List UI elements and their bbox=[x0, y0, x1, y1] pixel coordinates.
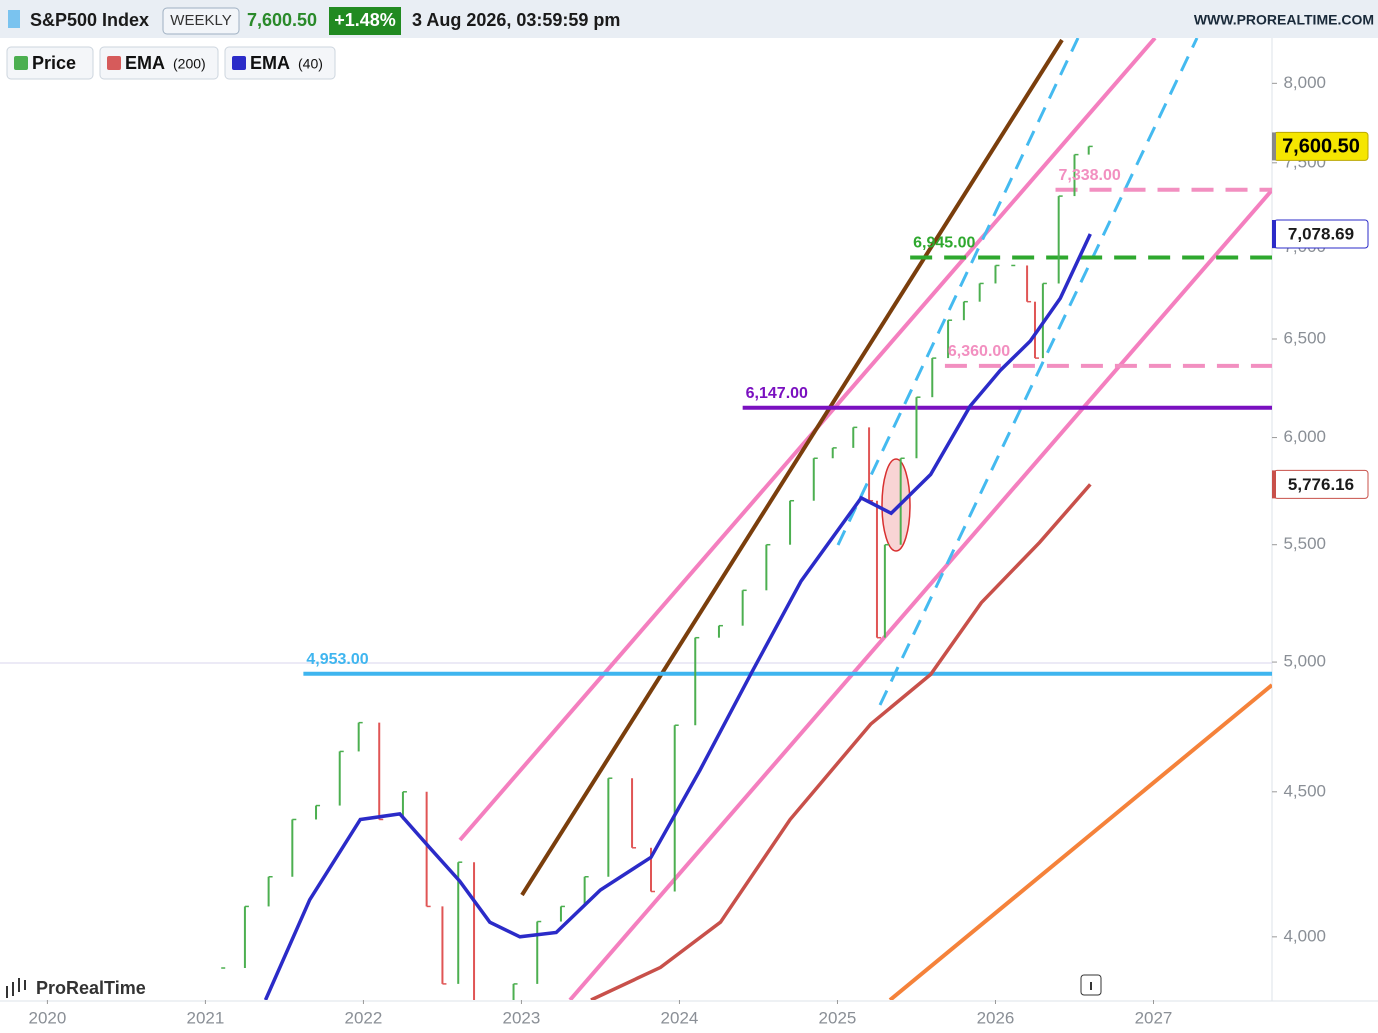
logo-icon bbox=[24, 980, 26, 990]
y-tick-label: 6,500 bbox=[1283, 328, 1326, 347]
price-tag-edge bbox=[1272, 470, 1276, 499]
site[interactable]: WWW.PROREALTIME.COM bbox=[1194, 12, 1374, 28]
y-tick-label: 4,500 bbox=[1283, 781, 1326, 800]
y-tick-label: 5,000 bbox=[1283, 652, 1326, 671]
ema-line bbox=[590, 483, 1092, 1000]
y-tick-label: 6,000 bbox=[1283, 427, 1326, 446]
x-tick-label: 2025 bbox=[819, 1008, 857, 1027]
price-tag-label: 7,078.69 bbox=[1288, 224, 1354, 243]
legend-swatch bbox=[14, 56, 28, 70]
info-icon bbox=[1090, 982, 1092, 990]
logo-icon bbox=[18, 978, 20, 992]
y-tick-label: 5,500 bbox=[1283, 534, 1326, 553]
plot-area bbox=[221, 145, 1272, 1000]
logo-icon bbox=[6, 986, 8, 998]
last-price: 7,600.50 bbox=[247, 10, 317, 30]
legend-swatch bbox=[232, 56, 246, 70]
legend-box[interactable] bbox=[99, 46, 219, 80]
x-tick-label: 2023 bbox=[503, 1008, 541, 1027]
y-tick-label: 8,000 bbox=[1283, 73, 1326, 92]
level-label: 7,338.00 bbox=[1059, 167, 1121, 184]
level-label: 4,953.00 bbox=[306, 651, 368, 668]
legend-box[interactable] bbox=[6, 46, 94, 80]
x-tick-label: 2021 bbox=[187, 1008, 225, 1027]
instrument: S&P500 Index bbox=[30, 10, 149, 30]
header: S&P500 Index WEEKLY 7,600.50 +1.48% 3 Au… bbox=[8, 7, 1374, 35]
legend-label[interactable]: Price bbox=[32, 53, 76, 73]
price-tag-label: 7,600.50 bbox=[1282, 136, 1360, 158]
timeframe-box[interactable] bbox=[162, 7, 240, 35]
change: +1.48% bbox=[334, 10, 396, 30]
legend-param[interactable]: (40) bbox=[298, 56, 323, 72]
level-label: 6,147.00 bbox=[746, 385, 808, 402]
timeframe[interactable]: WEEKLY bbox=[170, 12, 231, 29]
price-tag-edge bbox=[1272, 132, 1276, 161]
ema-line bbox=[263, 233, 1092, 1000]
x-tick-label: 2024 bbox=[661, 1008, 699, 1027]
trend-line bbox=[568, 188, 1272, 1000]
x-tick-label: 2026 bbox=[977, 1008, 1015, 1027]
trend-line bbox=[520, 38, 1064, 897]
legend: Price EMA (200) EMA (40) bbox=[6, 46, 336, 80]
logo: ProRealTime bbox=[6, 978, 146, 998]
highlight-ellipse bbox=[881, 458, 911, 552]
level-label: 6,945.00 bbox=[913, 235, 975, 252]
legend-label[interactable]: EMA bbox=[250, 53, 290, 73]
icon bbox=[8, 10, 20, 28]
trend-line bbox=[878, 38, 1199, 706]
trend-line bbox=[836, 38, 1080, 546]
trend-line bbox=[888, 683, 1272, 1000]
legend-box[interactable] bbox=[224, 46, 336, 80]
logo-icon bbox=[12, 982, 14, 996]
level-label: 6,360.00 bbox=[948, 343, 1010, 360]
price-tag-edge bbox=[1272, 219, 1276, 248]
logo-text: ProRealTime bbox=[36, 978, 146, 998]
x-axis-area bbox=[0, 1000, 1378, 1033]
x-tick-label: 2022 bbox=[345, 1008, 383, 1027]
x-tick-label: 2027 bbox=[1135, 1008, 1173, 1027]
y-tick-label: 4,000 bbox=[1283, 926, 1326, 945]
change-box bbox=[329, 7, 401, 35]
legend-param[interactable]: (200) bbox=[173, 56, 206, 72]
x-tick-label: 2020 bbox=[28, 1008, 66, 1027]
trend-line bbox=[458, 38, 1157, 842]
legend-label[interactable]: EMA bbox=[125, 53, 165, 73]
timestamp: 3 Aug 2026, 03:59:59 pm bbox=[412, 10, 620, 30]
legend-swatch bbox=[107, 56, 121, 70]
price-tag-label: 5,776.16 bbox=[1288, 475, 1354, 494]
